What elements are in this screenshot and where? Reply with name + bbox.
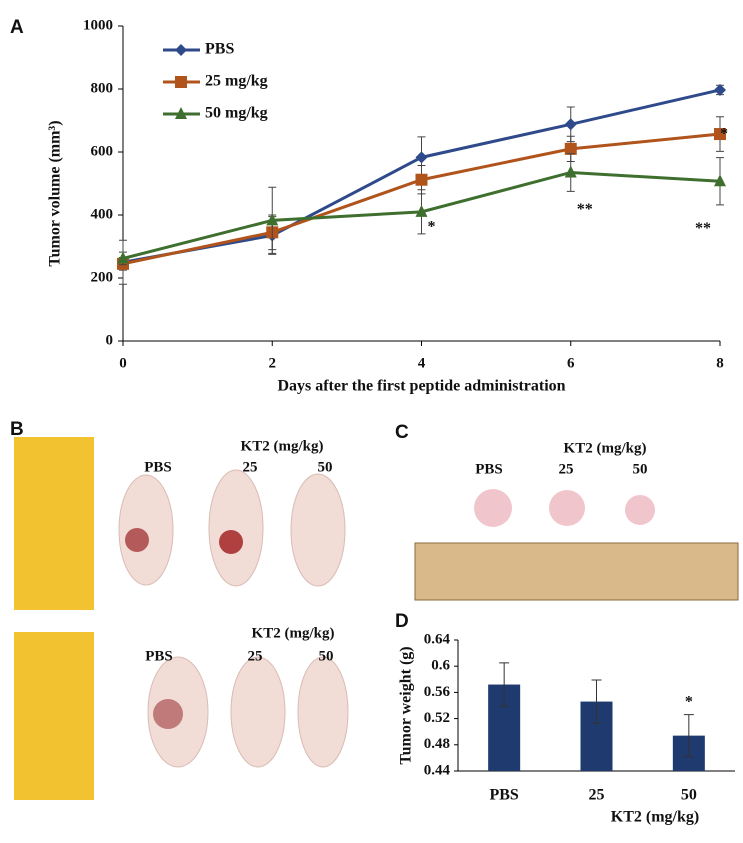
error-bar (499, 662, 510, 707)
x-tick-label: PBS (489, 787, 518, 804)
y-tick-label: 400 (91, 206, 114, 222)
y-tick-label: 0.64 (424, 631, 451, 647)
tumor (549, 490, 585, 526)
marker (564, 165, 577, 178)
ruler (414, 542, 739, 601)
y-tick-label: 0.44 (424, 762, 451, 778)
marker (714, 174, 726, 187)
x-tick-label: 50 (681, 787, 697, 804)
marker (415, 204, 428, 217)
legend-marker (175, 44, 187, 56)
group-label: KT2 (mg/kg) (252, 625, 335, 641)
mouse (208, 469, 264, 587)
legend-label: PBS (205, 41, 234, 58)
y-tick-label: 800 (91, 80, 114, 96)
tumor (125, 528, 149, 552)
y-tick-label: 0.52 (424, 710, 450, 726)
marker (564, 118, 577, 131)
mouse (230, 656, 286, 768)
panel-letter: C (395, 422, 409, 443)
marker (117, 251, 129, 264)
panel-letter: D (395, 611, 409, 632)
x-tick-label: 0 (119, 355, 127, 371)
y-tick-label: 1000 (83, 17, 113, 33)
y-tick-label: 0.6 (431, 658, 450, 674)
annotation: ** (577, 201, 593, 218)
x-tick-label: 25 (589, 787, 605, 804)
mouse (118, 474, 174, 586)
x-tick-label: 6 (567, 355, 575, 371)
panel-letter: B (10, 419, 24, 440)
photo-label: 50 (319, 648, 334, 664)
x-axis-title: Days after the first peptide administrat… (277, 378, 565, 395)
annotation: * (720, 125, 728, 142)
y-tick-label: 0.48 (424, 736, 450, 752)
panel-letter: A (10, 17, 24, 38)
mouse (297, 656, 349, 768)
photo-b (14, 437, 349, 800)
photo-label: 25 (248, 648, 263, 664)
marker (714, 128, 726, 141)
marker (415, 173, 428, 186)
photo-label: 50 (633, 461, 648, 477)
error-bar (683, 714, 694, 758)
y-axis-title: Tumor volume (mm³) (47, 120, 64, 266)
tumor (625, 495, 655, 525)
y-tick-label: 600 (91, 143, 114, 159)
marker (564, 142, 577, 155)
legend-marker (175, 76, 187, 88)
photo-label: 25 (243, 459, 258, 475)
photo-label: PBS (145, 648, 173, 664)
group-label: KT2 (mg/kg) (564, 440, 647, 456)
legend-label: 25 mg/kg (205, 73, 268, 90)
annotation: * (685, 693, 693, 710)
annotation: ** (695, 220, 711, 237)
y-tick-label: 0 (106, 332, 114, 348)
y-tick-label: 0.56 (424, 684, 451, 700)
x-tick-label: 8 (716, 355, 724, 371)
photo-label: PBS (144, 459, 172, 475)
annotation: * (428, 218, 436, 235)
x-axis-title: KT2 (mg/kg) (611, 809, 699, 826)
ruler (14, 632, 94, 800)
x-tick-label: 4 (418, 355, 426, 371)
marker (415, 151, 428, 164)
group-label: KT2 (mg/kg) (241, 438, 324, 454)
tumor (153, 699, 183, 729)
photo-label: PBS (475, 461, 503, 477)
photo-c (414, 489, 739, 601)
legend-marker (175, 107, 187, 119)
error-bar (591, 679, 602, 724)
ruler (14, 437, 94, 610)
photo-label: 25 (559, 461, 574, 477)
tumor (219, 530, 243, 554)
photo-label: 50 (318, 459, 333, 475)
y-axis-title: Tumor weight (g) (398, 646, 415, 764)
x-tick-label: 2 (269, 355, 277, 371)
y-tick-label: 200 (91, 269, 114, 285)
tumor (474, 489, 512, 527)
marker (714, 83, 726, 96)
legend-label: 50 mg/kg (205, 105, 268, 122)
marker (266, 213, 279, 226)
mouse (290, 473, 346, 587)
